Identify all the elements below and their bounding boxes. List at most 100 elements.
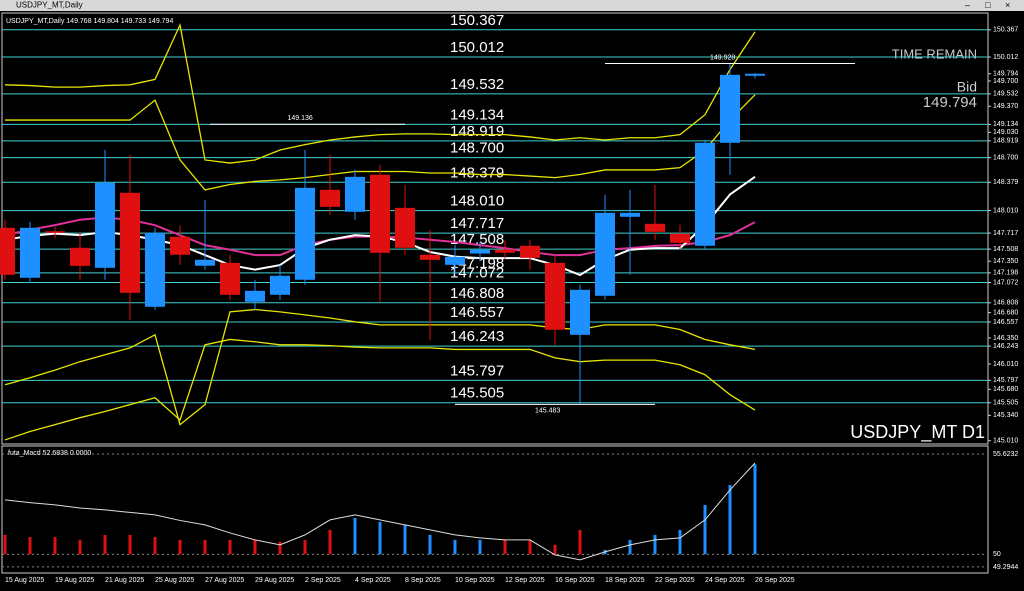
candle-body xyxy=(495,249,515,253)
macd-line xyxy=(4,462,756,561)
level-label: 146.808 xyxy=(450,285,504,302)
y-tick-label: 50 xyxy=(993,551,1001,558)
bid-value: 149.794 xyxy=(923,94,977,111)
y-tick-label: 145.505 xyxy=(993,400,1018,407)
bid-label: Bid xyxy=(957,79,977,95)
candle-body xyxy=(470,249,490,254)
y-tick-label: 148.010 xyxy=(993,207,1018,214)
y-tick-label: 150.012 xyxy=(993,54,1018,61)
candle-body xyxy=(445,256,465,265)
candle-body xyxy=(745,73,765,76)
level-label: 149.134 xyxy=(450,106,504,123)
level-label: 146.557 xyxy=(450,304,504,321)
window-title: USDJPY_MT,Daily xyxy=(16,1,83,10)
y-tick-label: 147.508 xyxy=(993,246,1018,253)
candle-body xyxy=(720,74,740,143)
macd-panel xyxy=(1,445,989,574)
minimize-button[interactable]: – xyxy=(965,0,970,10)
marker-label: 149.136 xyxy=(288,115,313,122)
candle-body xyxy=(320,189,340,207)
time-remain-label: TIME REMAIN xyxy=(892,46,977,61)
histogram-bar xyxy=(128,534,132,555)
histogram-bar xyxy=(153,537,157,555)
histogram-bar xyxy=(478,539,482,555)
candle-body xyxy=(20,227,40,278)
level-label: 145.797 xyxy=(450,362,504,379)
indicator-line xyxy=(4,338,756,441)
histogram-bar xyxy=(503,539,507,555)
level-label: 145.505 xyxy=(450,385,504,402)
x-tick-label: 25 Aug 2025 xyxy=(155,577,194,584)
y-tick-label: 145.010 xyxy=(993,438,1018,445)
histogram-bar xyxy=(78,539,82,555)
candle-body xyxy=(595,212,615,296)
histogram-bar xyxy=(678,529,682,555)
candle-body xyxy=(295,187,315,280)
maximize-button[interactable]: □ xyxy=(985,0,991,10)
close-button[interactable]: × xyxy=(1005,0,1010,10)
candle-body xyxy=(420,254,440,260)
title-bar xyxy=(0,0,1024,11)
level-label: 150.012 xyxy=(450,39,504,56)
level-label: 148.010 xyxy=(450,193,504,210)
indicator-line xyxy=(4,22,756,164)
x-tick-label: 22 Sep 2025 xyxy=(655,577,695,584)
y-tick-label: 145.680 xyxy=(993,386,1018,393)
marker-label: 149.928 xyxy=(710,54,735,61)
y-tick-label: 147.350 xyxy=(993,258,1018,265)
x-tick-label: 29 Aug 2025 xyxy=(255,577,294,584)
indicator-line xyxy=(4,308,756,426)
candle-body xyxy=(270,275,290,295)
histogram-bar xyxy=(528,539,532,555)
histogram-bar xyxy=(228,539,232,555)
candle-body xyxy=(70,247,90,266)
histogram-bar xyxy=(178,539,182,555)
histogram-bar xyxy=(578,529,582,555)
y-tick-label: 145.797 xyxy=(993,377,1018,384)
histogram-bar xyxy=(3,534,7,555)
histogram-bar xyxy=(653,534,657,555)
y-tick-label: 147.717 xyxy=(993,230,1018,237)
candle-body xyxy=(570,289,590,335)
y-tick-label: 146.350 xyxy=(993,335,1018,342)
histogram-bar xyxy=(103,534,107,555)
candle-body xyxy=(670,233,690,243)
level-label: 150.367 xyxy=(450,12,504,29)
x-tick-label: 26 Sep 2025 xyxy=(755,577,795,584)
histogram-bar xyxy=(403,524,407,555)
y-tick-label: 149.030 xyxy=(993,129,1018,136)
histogram-bar xyxy=(253,539,257,555)
y-tick-label: 145.340 xyxy=(993,412,1018,419)
y-tick-label: 147.198 xyxy=(993,270,1018,277)
macd-info: futa_Macd 52.6838 0.0000 xyxy=(8,450,91,457)
histogram-bar xyxy=(728,484,732,555)
y-tick-label: 148.919 xyxy=(993,138,1018,145)
histogram-bar xyxy=(278,541,282,555)
candle-body xyxy=(545,262,565,330)
level-label: 147.072 xyxy=(450,265,504,282)
candle-body xyxy=(145,232,165,307)
y-tick-label: 149.532 xyxy=(993,91,1018,98)
y-tick-label: 146.557 xyxy=(993,319,1018,326)
candle-body xyxy=(370,174,390,253)
x-tick-label: 16 Sep 2025 xyxy=(555,577,595,584)
histogram-bar xyxy=(628,539,632,555)
y-tick-label: 150.367 xyxy=(993,27,1018,34)
y-tick-label: 147.072 xyxy=(993,279,1018,286)
y-tick-label: 148.700 xyxy=(993,155,1018,162)
candle-body xyxy=(520,245,540,258)
level-label: 146.243 xyxy=(450,328,504,345)
level-label: 148.379 xyxy=(450,164,504,181)
symbol-info: USDJPY_MT,Daily 149.768 149.804 149.733 … xyxy=(6,18,173,25)
histogram-bar xyxy=(428,534,432,555)
candle-body xyxy=(620,212,640,217)
marker-label: 145.483 xyxy=(535,407,560,414)
y-tick-label: 146.010 xyxy=(993,361,1018,368)
x-tick-label: 27 Aug 2025 xyxy=(205,577,244,584)
candle-body xyxy=(245,290,265,302)
level-label: 148.919 xyxy=(450,123,504,140)
histogram-bar xyxy=(378,521,382,555)
candle-body xyxy=(170,236,190,255)
histogram-bar xyxy=(203,539,207,555)
